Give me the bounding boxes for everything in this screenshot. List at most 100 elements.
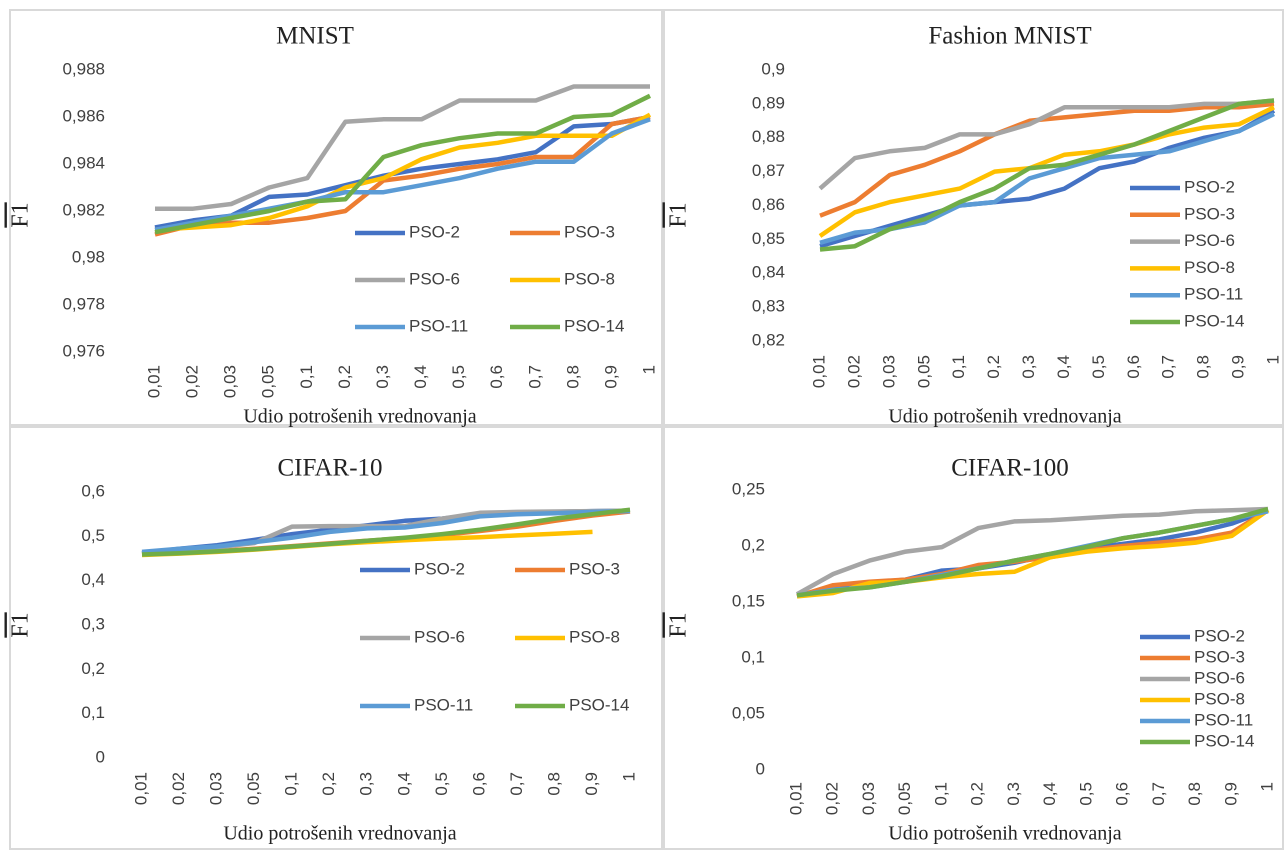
legend-label: PSO-3 [564,222,615,241]
x-tick-label: 0,6 [1113,782,1132,806]
x-tick-label: 0,03 [859,782,878,815]
series-line [796,506,1269,598]
y-tick-label: 0,85 [752,229,785,248]
y-axis-label: F1 [666,612,692,637]
x-tick-label: 0,02 [823,782,842,815]
series-line [818,98,1275,191]
x-tick-label: 0,01 [809,355,828,388]
y-tick-label: 0,83 [752,297,785,316]
x-tick-label: 0,05 [914,355,933,388]
y-tick-label: 0,89 [752,93,785,112]
x-tick-label: 0,05 [244,772,263,805]
series-line [819,98,1275,252]
legend-label: PSO-6 [1194,668,1245,687]
legend-label: PSO-3 [1184,204,1235,223]
series-line [818,105,1275,238]
y-tick-label: 0,1 [81,703,105,722]
x-tick-label: 0,4 [1054,355,1073,379]
x-tick-label: 1 [639,365,658,374]
legend-label: PSO-8 [1194,689,1245,708]
y-tick-label: 0,4 [81,570,105,589]
x-tick-label: 0,3 [373,365,392,389]
legend-label: PSO-6 [1184,231,1235,250]
legend-label: PSO-11 [1184,285,1243,304]
y-tick-label: 0,976 [62,341,105,360]
x-axis-label: Udio potrošenih vrednovanja [223,823,456,845]
legend-label: PSO-3 [569,559,620,578]
legend-label: PSO-8 [564,269,615,288]
x-tick-label: 1 [619,772,638,781]
y-axis-label: F1 [666,202,692,227]
x-tick-label: 0,3 [1019,355,1038,379]
legend-label: PSO-3 [1194,647,1245,666]
x-tick-label: 0,1 [949,355,968,379]
x-axis-label: Udio potrošenih vrednovanja [888,823,1121,845]
x-tick-label: 0,03 [879,355,898,388]
y-tick-label: 0,2 [81,659,105,678]
x-tick-label: 0,4 [411,365,430,389]
x-tick-label: 0,6 [487,365,506,389]
y-tick-label: 0,982 [62,200,105,219]
y-tick-label: 0,988 [62,59,105,78]
x-tick-label: 0,7 [507,772,526,796]
y-tick-label: 0,84 [752,263,785,282]
x-tick-label: 0,03 [221,365,240,398]
x-tick-label: 0,2 [319,772,338,796]
x-tick-label: 0,02 [169,772,188,805]
series-line [819,108,1276,249]
legend-label: PSO-6 [414,627,465,646]
panel-frame [9,426,663,850]
x-tick-label: 0,1 [931,782,950,806]
legend-label: PSO-2 [1184,177,1235,196]
chart-title: MNIST [276,23,354,50]
x-tick-label: 0,1 [297,365,316,389]
legend-label: PSO-8 [569,627,620,646]
series-line [819,101,1275,218]
series-line [795,506,1269,597]
x-tick-label: 1 [1257,782,1276,791]
x-tick-label: 0,2 [984,355,1003,379]
x-tick-label: 0,02 [844,355,863,388]
legend-label: PSO-11 [409,316,468,335]
series-line [154,117,651,233]
x-tick-label: 0,7 [1159,355,1178,379]
series-line [154,93,651,235]
y-tick-label: 0,9 [761,59,785,78]
x-tick-label: 0,01 [144,365,163,398]
y-tick-label: 0,984 [62,153,105,172]
y-tick-label: 0,3 [81,614,105,633]
y-tick-label: 0,6 [81,481,105,500]
y-tick-label: 0,87 [752,161,785,180]
x-tick-label: 0,4 [394,772,413,796]
y-axis-label: F1 [8,612,34,637]
x-axis-label: Udio potrošenih vrednovanja [888,406,1121,428]
x-tick-label: 0,01 [131,772,150,805]
x-tick-label: 0,9 [1221,782,1240,806]
legend-label: PSO-11 [1194,710,1253,729]
y-tick-label: 0,5 [81,526,105,545]
x-tick-label: 0,5 [1089,355,1108,379]
x-tick-label: 0,01 [786,782,805,815]
chart-title: Fashion MNIST [928,23,1091,50]
series-line [796,508,1270,599]
x-tick-label: 0,3 [357,772,376,796]
legend-label: PSO-2 [414,559,465,578]
series-line [141,508,631,555]
y-tick-label: 0 [96,747,105,766]
legend-label: PSO-14 [564,316,624,335]
x-tick-label: 0,9 [582,772,601,796]
x-tick-label: 0,9 [1229,355,1248,379]
y-tick-label: 0,986 [62,106,105,125]
legend-label: PSO-14 [1184,311,1244,330]
panel-frame [663,9,1284,426]
y-tick-label: 0,25 [732,479,765,498]
legend-label: PSO-14 [1194,731,1254,750]
legend-label: PSO-6 [409,269,460,288]
y-tick-label: 0,15 [732,591,765,610]
x-tick-label: 0,5 [449,365,468,389]
x-tick-label: 0,9 [601,365,620,389]
y-tick-label: 0,82 [752,330,785,349]
series-line [141,507,631,557]
panel-frame [9,9,663,426]
